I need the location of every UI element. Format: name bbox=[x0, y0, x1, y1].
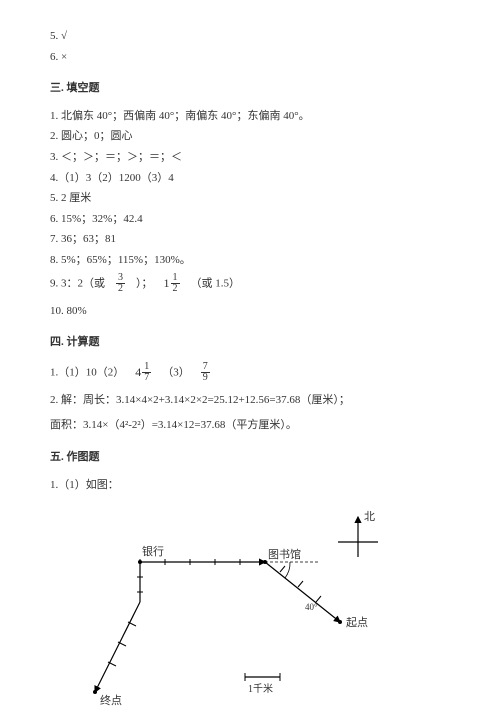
q4-2: 2. 解：周长：3.14×4×2+3.14×2×2=25.12+12.56=37… bbox=[50, 392, 450, 410]
q3-4: 4.（1）3（2）1200（3）4 bbox=[50, 170, 450, 188]
mixed-den: 2 bbox=[171, 284, 180, 295]
start-label: 起点 bbox=[346, 616, 368, 629]
mixed-1-1-2: 1 1 2 bbox=[164, 273, 180, 295]
bank-label: 银行 bbox=[142, 544, 164, 558]
q3-7: 7. 36；63；81 bbox=[50, 231, 450, 249]
segment-to-end bbox=[95, 602, 140, 692]
north-label: 北 bbox=[364, 510, 375, 523]
frac-3-2: 3 2 bbox=[116, 273, 125, 295]
section-3-heading: 三. 填空题 bbox=[50, 80, 450, 98]
angle-label: 40° bbox=[305, 602, 318, 612]
mixed-den: 7 bbox=[142, 373, 151, 384]
q3-9-a: 9. 3：2（或 bbox=[50, 277, 105, 289]
scale-label: 1千米 bbox=[248, 682, 273, 695]
q5-1: 1.（1）如图： bbox=[50, 477, 450, 495]
q3-2: 2. 圆心；0；圆心 bbox=[50, 128, 450, 146]
segment-library-start bbox=[265, 562, 340, 622]
q3-6: 6. 15%；32%；42.4 bbox=[50, 211, 450, 229]
end-point bbox=[93, 690, 97, 694]
library-label: 图书馆 bbox=[268, 547, 301, 561]
q3-8: 8. 5%；65%；115%；130%。 bbox=[50, 252, 450, 270]
mixed-whole: 4 bbox=[135, 363, 141, 382]
q4-1-b: （3） bbox=[162, 366, 190, 378]
q3-1: 1. 北偏东 40°；西偏南 40°；南偏东 40°；东偏南 40°。 bbox=[50, 108, 450, 126]
q3-3: 3. ＜；＞；＝；＞；＝；＜ bbox=[50, 149, 450, 167]
q3-9: 9. 3：2（或 3 2 ）； 1 1 2 （或 1.5） bbox=[50, 273, 450, 295]
q3-5: 5. 2 厘米 bbox=[50, 190, 450, 208]
end-label: 终点 bbox=[100, 693, 122, 707]
start-point bbox=[338, 620, 342, 624]
section-4-heading: 四. 计算题 bbox=[50, 334, 450, 352]
q4-3: 面积：3.14×（4²-2²）=3.14×12=37.68（平方厘米）。 bbox=[50, 417, 450, 435]
scale-bar: 1千米 bbox=[245, 673, 280, 695]
item-5: 5. √ bbox=[50, 28, 450, 46]
frac-den: 9 bbox=[201, 373, 210, 384]
section-5-heading: 五. 作图题 bbox=[50, 449, 450, 467]
q4-1: 1.（1）10（2） 4 1 7 （3） 7 9 bbox=[50, 362, 450, 384]
mixed-whole: 1 bbox=[164, 274, 170, 293]
diagram: 北 银行 图书馆 40° 起点 终点 bbox=[50, 502, 430, 717]
frac-7-9: 7 9 bbox=[201, 362, 210, 384]
segment-bank-library bbox=[140, 559, 265, 565]
q3-9-c: （或 1.5） bbox=[191, 277, 241, 289]
frac-den: 2 bbox=[116, 284, 125, 295]
item-6: 6. × bbox=[50, 49, 450, 67]
compass-icon: 北 bbox=[338, 510, 378, 557]
q3-9-b: ）； bbox=[136, 277, 153, 289]
mixed-4-1-7: 4 1 7 bbox=[135, 362, 151, 384]
segment-bank-down bbox=[137, 562, 143, 602]
q4-1-a: 1.（1）10（2） bbox=[50, 366, 124, 378]
q3-10: 10. 80% bbox=[50, 303, 450, 321]
